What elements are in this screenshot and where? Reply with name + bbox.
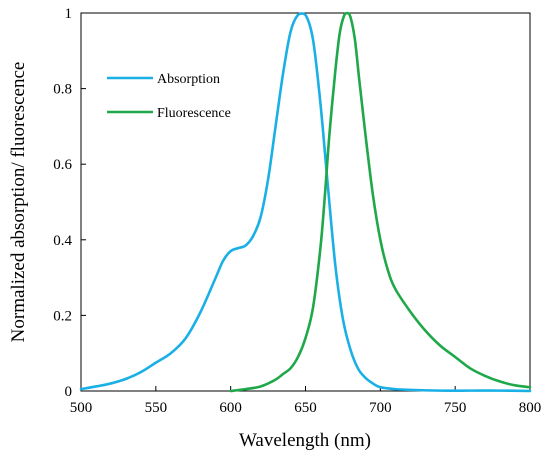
x-tick-label: 550 [145,400,168,416]
x-tick-label: 750 [444,400,467,416]
x-tick-label: 700 [369,400,392,416]
legend-label-fluorescence: Fluorescence [157,106,231,121]
x-tick-label: 650 [294,400,317,416]
x-tick-label: 600 [219,400,242,416]
y-tick-label: 1 [65,6,73,22]
y-tick-labels: 0 0.2 0.4 0.6 0.8 1 [53,6,72,400]
legend: Absorption Fluorescence [107,72,231,121]
series-line-absorption [79,12,532,393]
series-lines [79,11,532,393]
x-tick-labels: 500 550 600 650 700 750 800 [70,400,542,416]
tick-marks [80,12,531,392]
y-tick-label: 0.2 [53,308,72,324]
y-tick-label: 0 [65,384,73,400]
y-tick-label: 0.6 [53,157,72,173]
x-tick-label: 500 [70,400,93,416]
y-axis-title: Normalized absorption/ fluorescence [8,62,29,343]
legend-label-absorption: Absorption [157,72,220,87]
x-axis-title: Wavelength (nm) [239,430,371,451]
x-tick-label: 800 [519,400,542,416]
series-line-fluorescence [229,11,532,393]
y-tick-label: 0.8 [53,82,72,98]
y-tick-label: 0.4 [53,233,72,249]
